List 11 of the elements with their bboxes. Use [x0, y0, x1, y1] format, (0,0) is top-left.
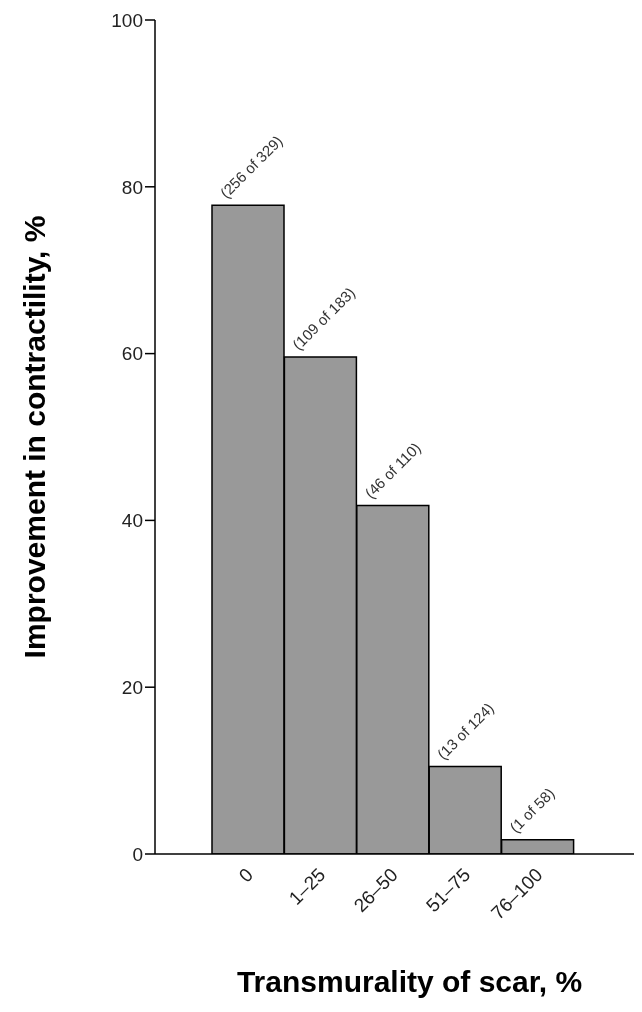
data-label: (1 of 58) — [506, 784, 558, 836]
y-tick-label: 100 — [111, 9, 143, 31]
y-tick-label: 20 — [121, 676, 143, 698]
y-tick-label: 40 — [121, 510, 143, 532]
data-label: (46 of 110) — [361, 438, 424, 502]
y-tick-label: 80 — [121, 176, 143, 198]
x-tick-label: 0 — [234, 863, 258, 887]
y-tick-label: 60 — [121, 343, 143, 365]
y-tick-label: 0 — [132, 843, 143, 865]
y-axis-title: Improvement in contractility, % — [17, 215, 51, 659]
x-axis-title: Transmurality of scar, % — [236, 965, 583, 998]
